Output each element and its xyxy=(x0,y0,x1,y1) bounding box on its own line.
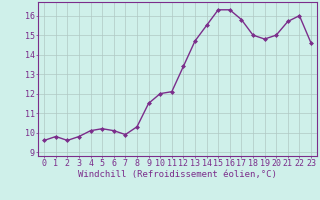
X-axis label: Windchill (Refroidissement éolien,°C): Windchill (Refroidissement éolien,°C) xyxy=(78,170,277,179)
